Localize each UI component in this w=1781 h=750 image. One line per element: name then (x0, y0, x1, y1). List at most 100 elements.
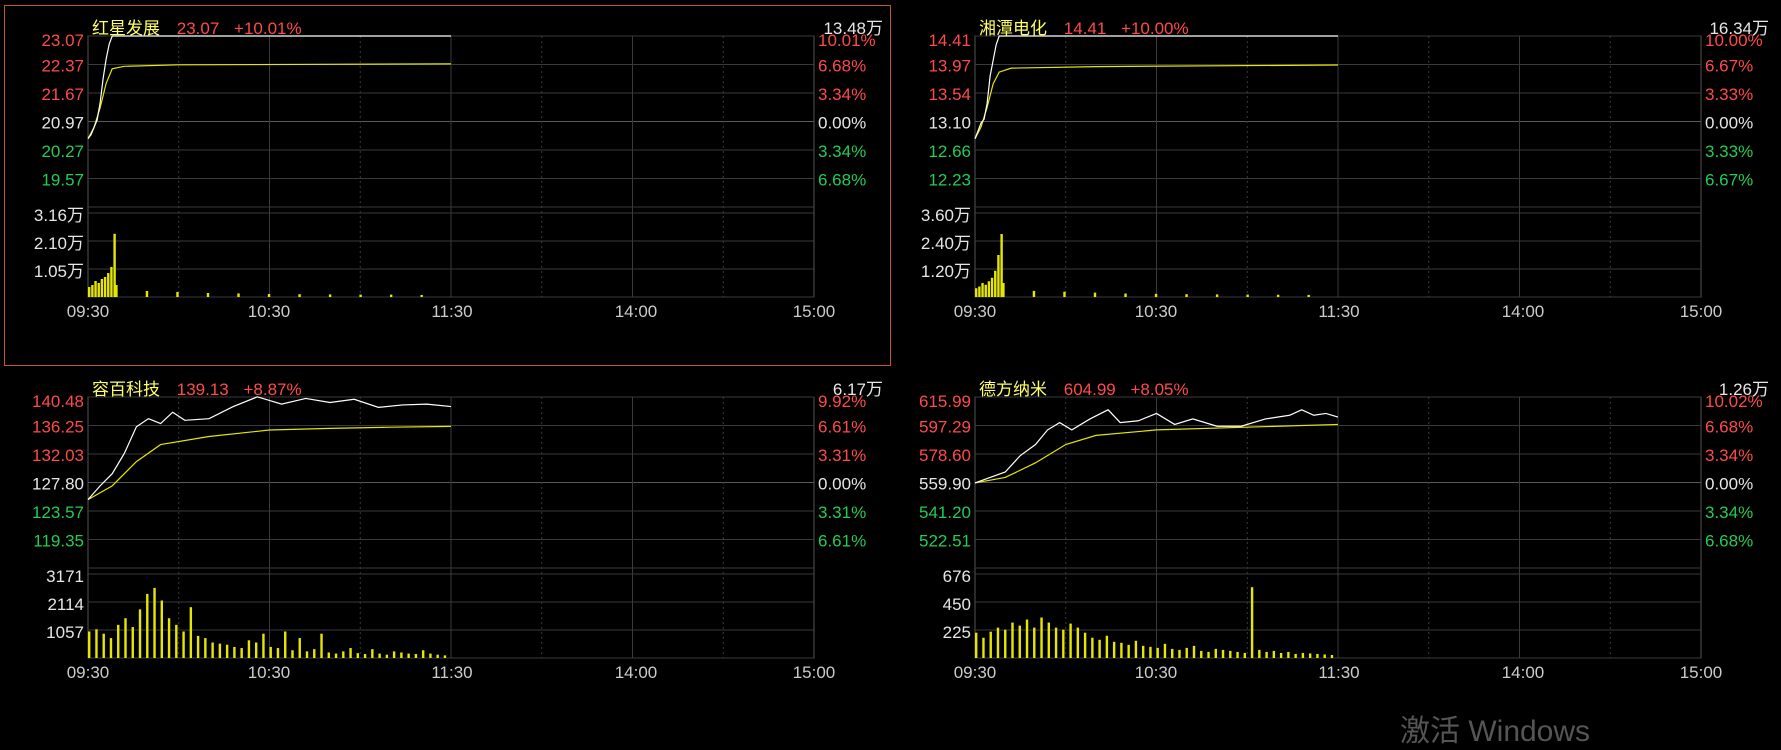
max-volume-label: 6.17万 (832, 380, 883, 399)
stock-price: 14.41 (1063, 19, 1107, 38)
volume-bar (298, 638, 301, 658)
volume-bar (109, 638, 113, 658)
stock-header: 容百科技 139.13 +8.87% (92, 375, 302, 400)
volume-bar (88, 631, 91, 658)
volume-bar (349, 648, 352, 658)
volume-bar (1307, 294, 1310, 297)
time-tick-label: 11:30 (1318, 663, 1359, 682)
volume-bar (1163, 643, 1167, 658)
volume-bar (1124, 293, 1127, 297)
volume-bar (1287, 651, 1290, 658)
volume-bar (989, 631, 992, 658)
chart-panel-0[interactable]: 23.07 22.37 21.67 20.97 20.27 19.57 10.01% 6.68… (4, 5, 891, 366)
price-line (974, 35, 1338, 139)
volume-bar (990, 277, 994, 297)
price-tick-label: 127.80 (32, 475, 84, 494)
price-tick-label: 541.20 (919, 503, 971, 522)
volume-tick-label: 225 (943, 623, 971, 642)
volume-bar (1120, 642, 1123, 658)
price-tick-label: 23.07 (41, 31, 84, 50)
volume-bar (1156, 647, 1159, 658)
volume-bar (233, 646, 236, 658)
price-tick-label: 12.66 (928, 142, 971, 161)
volume-bar (211, 642, 214, 658)
volume-bar (1214, 648, 1217, 658)
pct-tick-label: 0.00% (818, 475, 866, 494)
volume-bar (356, 653, 360, 658)
volume-bar (389, 294, 393, 297)
volume-bar (996, 627, 1000, 658)
volume-bar (189, 607, 193, 658)
volume-bar (1330, 654, 1334, 658)
volume-bar (407, 653, 410, 658)
volume-bar (254, 642, 258, 658)
volume-bar (1200, 650, 1203, 658)
volume-bar (100, 279, 104, 297)
price-tick-label: 13.54 (928, 85, 971, 104)
price-tick-label: 13.10 (928, 114, 971, 133)
stock-change-pct: +8.87% (243, 380, 302, 399)
avg-price-line (974, 423, 1339, 484)
volume-bar (1105, 635, 1109, 658)
volume-bar (225, 644, 229, 658)
volume-bar (1207, 651, 1210, 658)
volume-bar (1149, 646, 1152, 658)
volume-bar (1221, 649, 1225, 658)
pct-tick-label: 6.67% (1705, 57, 1753, 76)
volume-bar (987, 281, 991, 297)
volume-bar (392, 651, 396, 658)
volume-bar (1000, 234, 1003, 297)
chart-svg: 615.99 597.29 578.60 559.90 541.20 522.51 10.0… (919, 392, 1763, 682)
price-tick-label: 119.35 (33, 532, 84, 551)
volume-bar (328, 294, 332, 297)
pct-tick-label: 3.33% (1705, 142, 1753, 161)
stock-name: 红星发展 (92, 19, 160, 38)
stock-header: 德方纳米 604.99 +8.05% (979, 375, 1189, 400)
volume-bar (1127, 644, 1130, 658)
volume-bar (237, 293, 240, 297)
volume-bar (206, 293, 210, 297)
volume-bar (1308, 653, 1312, 658)
chart-panel-2[interactable]: 140.48 136.25 132.03 127.80 123.57 119.35 9.92… (4, 366, 891, 725)
chart-svg: 14.41 13.97 13.54 13.10 12.66 12.23 10.00% 6.67… (921, 31, 1763, 321)
volume-bar (1134, 640, 1138, 658)
volume-bar (204, 638, 207, 658)
volume-bar (443, 655, 447, 658)
volume-bar (385, 654, 389, 658)
volume-bar (978, 286, 981, 297)
price-line (87, 35, 451, 139)
chart-panel-3[interactable]: 615.99 597.29 578.60 559.90 541.20 522.51 10.0… (891, 366, 1777, 725)
volume-bar (414, 654, 418, 658)
pct-tick-label: 10.02% (1705, 392, 1763, 411)
pct-tick-label: 6.68% (1705, 418, 1753, 437)
price-tick-label: 19.57 (41, 171, 84, 190)
time-tick-label: 15:00 (1680, 663, 1723, 682)
time-tick-label: 14:00 (615, 302, 658, 321)
time-tick-label: 10:30 (248, 302, 291, 321)
price-tick-label: 597.29 (919, 418, 971, 437)
volume-bar (167, 618, 171, 658)
volume-bar (320, 633, 323, 658)
volume-bar (1076, 627, 1080, 658)
price-tick-label: 578.60 (919, 446, 971, 465)
pct-tick-label: 0.00% (1705, 475, 1753, 494)
volume-bar (131, 627, 134, 658)
chart-panel-1[interactable]: 14.41 13.97 13.54 13.10 12.66 12.23 10.00% 6.67… (891, 5, 1777, 366)
volume-bar (1069, 623, 1072, 658)
volume-bar (1279, 652, 1283, 658)
pct-tick-label: 3.34% (1705, 503, 1753, 522)
volume-bar (175, 624, 178, 658)
volume-bar (176, 292, 179, 297)
stock-name: 容百科技 (92, 380, 160, 399)
volume-bar (1063, 291, 1066, 297)
volume-bar (975, 632, 978, 658)
volume-bar (1112, 641, 1116, 658)
volume-bar (240, 648, 243, 658)
volume-bar (267, 294, 271, 297)
volume-bar (378, 653, 381, 658)
volume-bar (276, 648, 280, 658)
volume-bar (1002, 283, 1005, 297)
time-tick-label: 11:30 (431, 663, 472, 682)
price-tick-label: 12.23 (928, 171, 971, 190)
volume-bar (1178, 649, 1181, 658)
